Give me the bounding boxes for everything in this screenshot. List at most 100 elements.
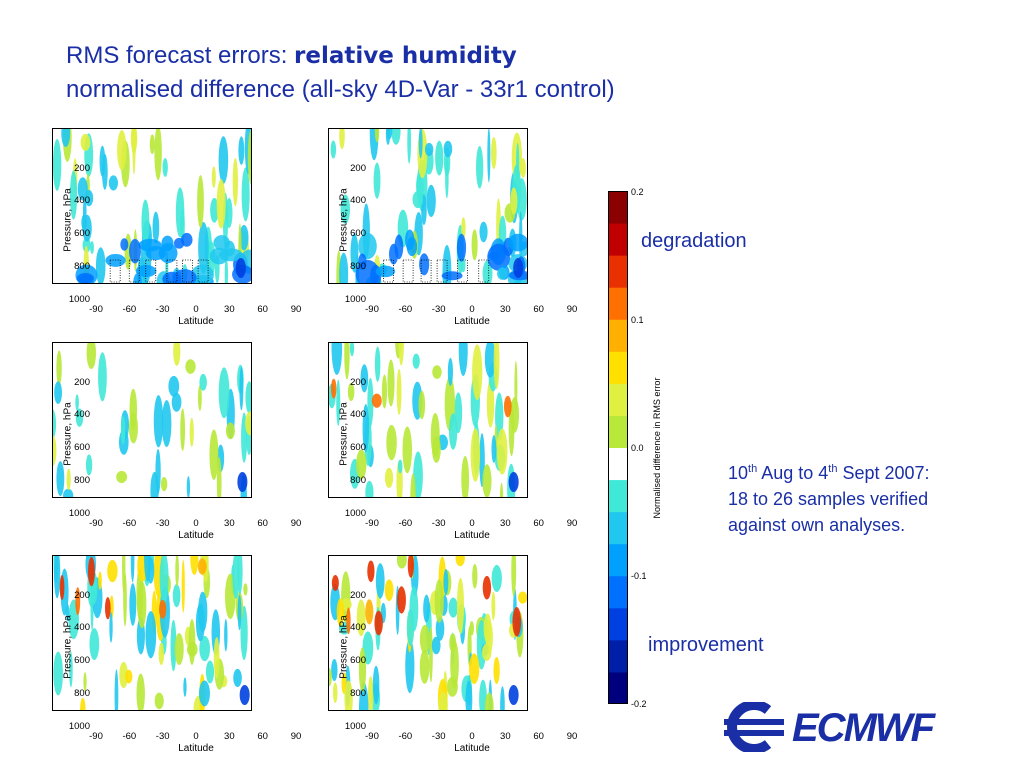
- x-tick-label: 90: [566, 304, 578, 315]
- field-contour: [63, 488, 74, 498]
- improvement-contour: [419, 253, 430, 276]
- polar-improvement-contour: [239, 685, 250, 705]
- improvement-contour: [173, 237, 185, 249]
- x-tick-label: 90: [290, 731, 302, 742]
- y-tick-label: 1000: [68, 294, 90, 305]
- field-contour: [419, 624, 430, 654]
- degradation-contour: [397, 586, 406, 614]
- x-tick-label: 0: [193, 731, 199, 742]
- field-contour: [125, 669, 133, 684]
- improvement-contour: [456, 233, 467, 262]
- field-contour: [418, 390, 426, 420]
- field-contour: [98, 352, 107, 402]
- improvement-contour: [405, 229, 415, 251]
- field-contour: [412, 353, 420, 369]
- field-contour: [238, 136, 245, 165]
- analyses-line: against own analyses.: [728, 515, 906, 535]
- x-tick-label: -30: [431, 731, 446, 742]
- field-contour: [245, 411, 252, 436]
- panel-a: aR, T+12Pressure, hPaLatitude20040060080…: [52, 128, 312, 343]
- slide-title-line2: normalised difference (all-sky 4D-Var - …: [66, 76, 615, 103]
- y-tick-label: 800: [74, 688, 90, 700]
- panel-plot-area: [52, 342, 252, 498]
- colorbar-frame: [608, 191, 628, 704]
- colorbar-segment: [608, 447, 628, 481]
- improvement-contour: [190, 264, 214, 284]
- y-tick-label: 1000: [344, 721, 366, 732]
- field-contour: [54, 381, 63, 405]
- field-contour: [367, 377, 374, 427]
- field-contour: [461, 217, 466, 239]
- y-tick-label: 1000: [68, 721, 90, 732]
- field-contour: [155, 449, 161, 494]
- field-contour: [189, 417, 194, 447]
- x-tick-label: 90: [290, 304, 302, 315]
- x-tick-label: -60: [122, 518, 137, 529]
- field-contour: [344, 342, 350, 380]
- field-contour: [410, 473, 416, 498]
- field-contour: [82, 237, 91, 253]
- colorbar-segment: [608, 191, 628, 224]
- field-contour: [224, 257, 229, 284]
- y-tick-label: 400: [350, 622, 366, 634]
- field-contour: [412, 191, 424, 209]
- x-tick-label: 90: [566, 731, 578, 742]
- y-tick-label: 800: [74, 261, 90, 273]
- x-tick-label: -60: [122, 304, 137, 315]
- significance-hatch: [420, 259, 432, 283]
- panel-plot-area: [328, 555, 528, 711]
- field-contour: [239, 366, 244, 411]
- field-contour: [161, 399, 172, 448]
- field-contour: [397, 459, 403, 474]
- x-tick-label: -60: [122, 731, 137, 742]
- field-contour: [137, 580, 147, 629]
- field-contour: [232, 555, 240, 599]
- field-contour: [520, 158, 526, 178]
- field-contour: [360, 364, 369, 393]
- x-tick-label: -30: [155, 518, 170, 529]
- x-tick-label: 30: [500, 518, 511, 529]
- significance-hatch: [145, 259, 157, 283]
- significance-hatch: [109, 259, 121, 283]
- colorbar-segment: [608, 543, 628, 577]
- x-tick-label: 30: [500, 731, 511, 742]
- field-contour: [432, 365, 442, 379]
- panel-plot-area: [328, 128, 528, 284]
- field-contour: [173, 342, 181, 366]
- improvement-contour: [375, 265, 396, 278]
- y-tick-label: 400: [350, 195, 366, 207]
- degradation-contour: [87, 556, 95, 587]
- field-contour: [496, 428, 508, 475]
- degradation-contour: [482, 575, 492, 600]
- field-contour: [443, 568, 449, 596]
- field-contour: [209, 429, 219, 480]
- field-contour: [423, 594, 430, 623]
- degradation-label: degradation: [641, 230, 747, 252]
- colorbar-segment: [608, 575, 628, 609]
- field-contour: [159, 555, 169, 604]
- field-contour: [129, 583, 137, 626]
- field-contour: [82, 214, 92, 242]
- field-contour: [381, 374, 388, 409]
- panel-d: dR, T+96Pressure, hPaLatitude20040060080…: [328, 342, 588, 557]
- improvement-contour: [120, 238, 129, 251]
- x-tick-label: 60: [257, 304, 268, 315]
- field-contour: [484, 342, 496, 378]
- y-tick-label: 600: [74, 228, 90, 240]
- field-contour: [128, 412, 138, 444]
- x-tick-label: -60: [398, 304, 413, 315]
- x-tick-label: 0: [193, 304, 199, 315]
- field-contour: [80, 697, 86, 711]
- field-contour: [114, 669, 119, 711]
- y-tick-label: 800: [74, 475, 90, 487]
- panel-c: cR, T+48Pressure, hPaLatitude20040060080…: [52, 342, 312, 557]
- field-contour: [65, 603, 70, 622]
- field-contour: [233, 668, 242, 687]
- field-contour: [402, 426, 413, 474]
- ecmwf-logo: ECMWF: [720, 700, 960, 754]
- field-contour: [185, 359, 196, 374]
- polar-improvement-contour: [237, 472, 248, 492]
- field-contour: [136, 673, 145, 711]
- field-contour: [491, 435, 497, 463]
- x-tick-label: -90: [365, 731, 379, 742]
